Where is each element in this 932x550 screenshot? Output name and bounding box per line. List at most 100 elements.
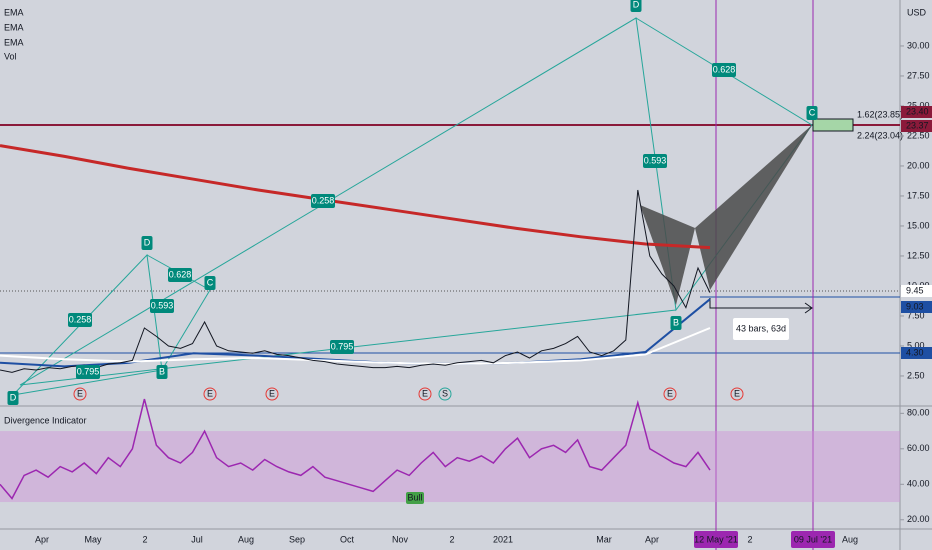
x-tick-label: Sep	[289, 534, 305, 544]
indicator-tick-label: 60.00	[907, 443, 930, 453]
pattern-box	[670, 316, 682, 330]
x-tick-label: Apr	[35, 534, 49, 544]
event-label: E	[422, 388, 428, 398]
pattern-label: 0.258	[312, 195, 335, 205]
price-tag-label: 23.37	[906, 120, 929, 130]
price-pane	[0, 0, 900, 405]
pattern-box	[141, 236, 153, 250]
x-tick-label: Mar	[596, 534, 612, 544]
price-line	[0, 189, 711, 373]
y-tick-label: 5.00	[907, 340, 925, 350]
event-marker	[663, 387, 677, 401]
price-tag-label: 4.30	[906, 347, 924, 357]
x-tick-label: 12 May '21	[694, 534, 738, 544]
x-tick-label: 2021	[493, 534, 513, 544]
indicator-line	[0, 398, 711, 500]
projection-label: 2.24(23.04)	[857, 130, 903, 140]
x-tick-label: 09 Jul '21	[794, 534, 832, 544]
pattern-box	[168, 268, 192, 282]
indicator-tick-label: 40.00	[907, 479, 930, 489]
price-tag	[901, 106, 932, 118]
x-tick-label: May	[84, 534, 102, 544]
indicator-tick-label: 80.00	[907, 408, 930, 418]
ema-line	[0, 327, 711, 366]
pattern-label: D	[10, 392, 17, 402]
y-tick-label: 20.00	[907, 160, 930, 170]
arrow-head	[804, 302, 813, 314]
indicator-pane	[0, 407, 900, 528]
y-tick-label: 22.50	[907, 130, 930, 140]
x-tick-label: 2	[449, 534, 454, 544]
x-tick-label: Aug	[842, 534, 858, 544]
price-tag-label: 9.45	[906, 285, 924, 295]
event-label: E	[77, 388, 83, 398]
time-highlight	[694, 531, 738, 548]
pattern-label: B	[159, 366, 165, 376]
event-label: S	[442, 388, 448, 398]
x-tick-label: Oct	[340, 534, 355, 544]
x-tick-label: 2	[747, 534, 752, 544]
pattern-label: 0.628	[713, 64, 736, 74]
range-arrow	[709, 298, 812, 309]
pattern-box	[630, 0, 642, 12]
x-tick-label: Aug	[238, 534, 254, 544]
pattern-label: 0.593	[644, 155, 667, 165]
legend-item: EMA	[4, 37, 24, 47]
pattern-box	[204, 276, 216, 290]
event-label: E	[667, 388, 673, 398]
pattern-box	[330, 340, 354, 354]
pattern-box	[643, 154, 667, 168]
pattern-label: B	[673, 317, 679, 327]
price-tag	[901, 301, 932, 313]
pattern-label: 0.258	[69, 314, 92, 324]
y-tick-label: 27.50	[907, 70, 930, 80]
pattern-label: C	[207, 277, 214, 287]
pattern-box	[311, 194, 335, 208]
pattern-box	[712, 63, 736, 77]
y-tick-label: 12.50	[907, 250, 930, 260]
target-box	[812, 118, 854, 132]
currency: USD	[907, 7, 927, 17]
pattern-box	[806, 106, 818, 120]
y-tick-label: 25.00	[907, 100, 930, 110]
pattern-shape	[640, 205, 695, 305]
y-tick-label: 7.50	[907, 310, 925, 320]
pattern-label: 0.795	[77, 366, 100, 376]
ema-line	[0, 144, 711, 250]
pattern-label: D	[144, 237, 151, 247]
pattern-label: D	[633, 0, 640, 9]
pattern-label: 0.795	[331, 341, 354, 351]
event-marker	[265, 387, 279, 401]
event-marker	[203, 387, 217, 401]
legend-item: Vol	[4, 51, 17, 61]
projection-label: 1.62(23.85)	[857, 109, 903, 119]
y-tick-label: 30.00	[907, 40, 930, 50]
pattern-label: 0.593	[151, 300, 174, 310]
pattern-box	[156, 365, 168, 379]
time-highlight	[791, 531, 835, 548]
pattern-label: 0.628	[169, 269, 192, 279]
y-tick-label: 15.00	[907, 220, 930, 230]
price-tag	[901, 120, 932, 132]
pattern-box	[76, 365, 100, 379]
y-tick-label: 17.50	[907, 190, 930, 200]
signal-box	[406, 492, 424, 504]
range-label: 43 bars, 63d	[736, 323, 786, 333]
range-box	[733, 318, 789, 340]
pattern-label: C	[809, 107, 816, 117]
x-tick-label: Jul	[191, 534, 203, 544]
pattern-shape	[695, 125, 812, 290]
price-tag	[901, 347, 932, 359]
price-tag-label: 23.40	[906, 106, 929, 116]
event-label: E	[734, 388, 740, 398]
x-tick-label: Apr	[645, 534, 659, 544]
pattern-box	[68, 313, 92, 327]
indicator-title: Divergence Indicator	[4, 415, 87, 425]
legend-item: EMA	[4, 7, 24, 17]
pattern-box	[150, 299, 174, 313]
x-tick-label: Nov	[392, 534, 409, 544]
legend-item: EMA	[4, 22, 24, 32]
event-label: E	[207, 388, 213, 398]
